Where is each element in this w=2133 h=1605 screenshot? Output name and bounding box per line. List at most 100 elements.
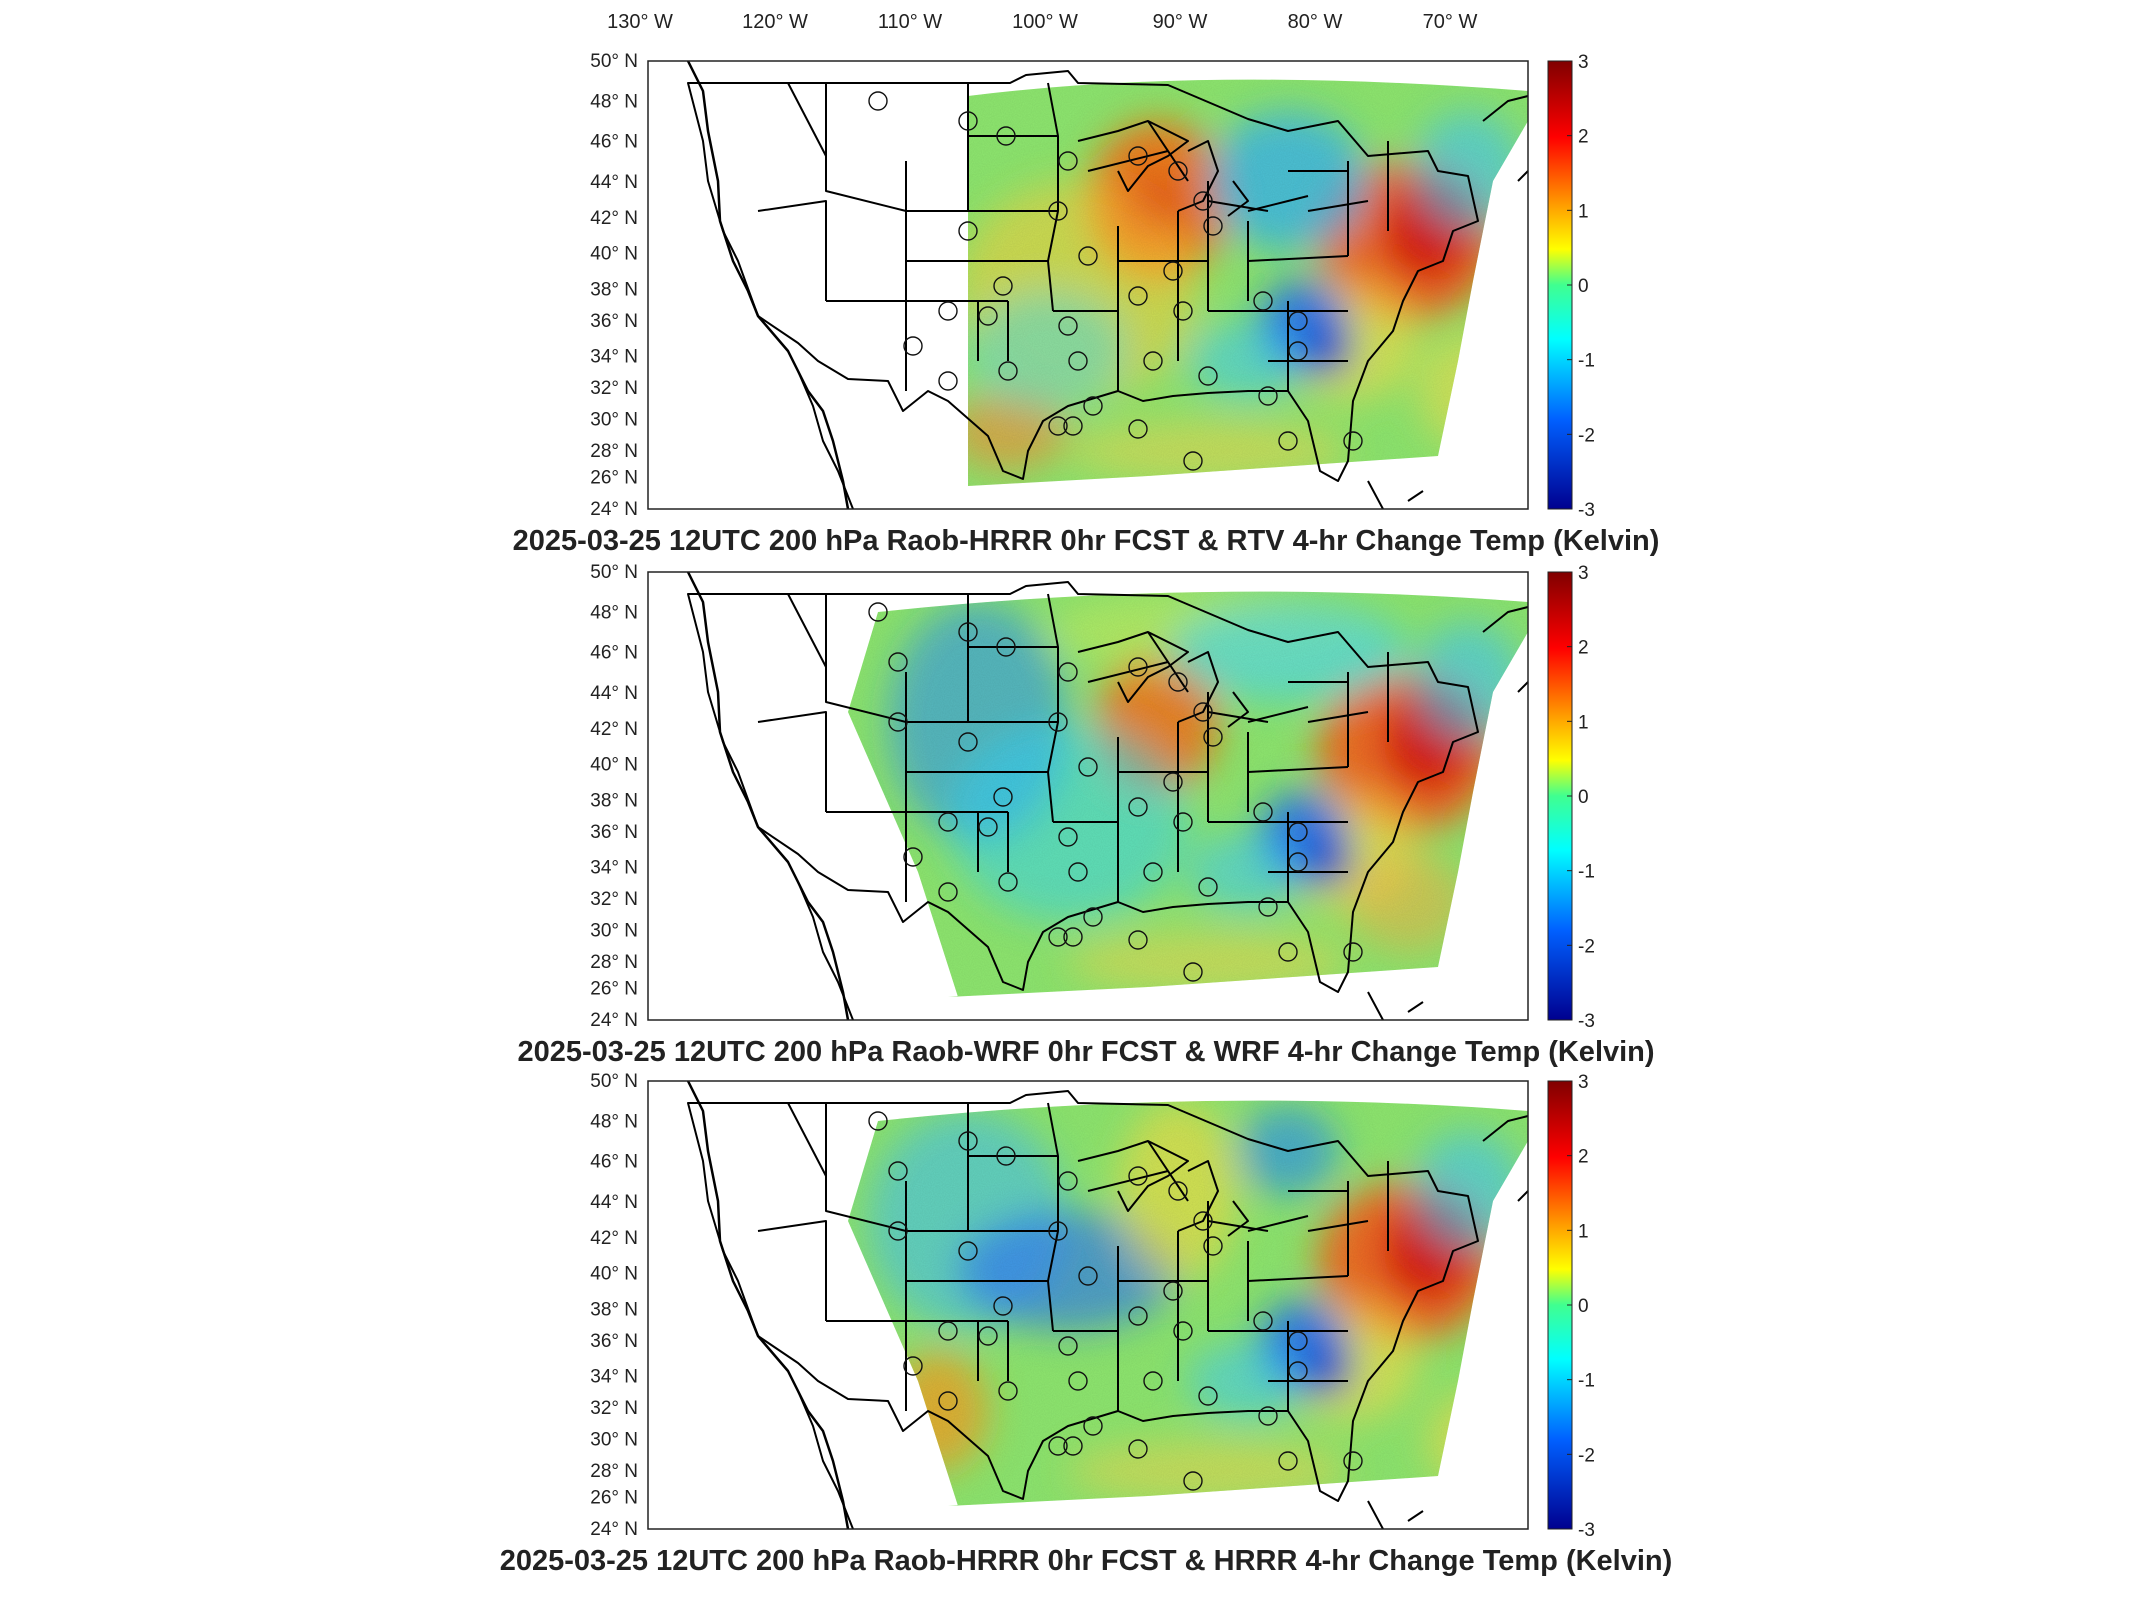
raob-station-marker: [1068, 862, 1088, 882]
lat-label: 32° N: [590, 378, 638, 399]
raob-station-marker: [1183, 451, 1203, 471]
raob-station-marker: [1258, 897, 1278, 917]
panel-title: 2025-03-25 12UTC 200 hPa Raob-HRRR 0hr F…: [500, 1545, 1673, 1577]
lat-label: 26° N: [590, 468, 638, 489]
colorbar-tick-label: 3: [1578, 1072, 1589, 1093]
raob-station-marker: [993, 276, 1013, 296]
raob-station-marker: [1173, 1321, 1193, 1341]
raob-station-marker: [1128, 797, 1148, 817]
raob-station-marker: [1183, 1471, 1203, 1491]
raob-station-marker: [1288, 822, 1308, 842]
raob-station-marker: [1058, 1336, 1078, 1356]
raob-station-marker: [938, 301, 958, 321]
lat-label: 26° N: [590, 979, 638, 1000]
map-area: [647, 1080, 1529, 1530]
raob-stations: [868, 602, 1363, 982]
colorbar-tick-label: 1: [1578, 201, 1589, 222]
raob-station-marker: [1203, 727, 1223, 747]
colorbar-tick-label: 3: [1578, 52, 1589, 73]
raob-station-marker: [1343, 942, 1363, 962]
raob-station-marker: [958, 622, 978, 642]
state-boundaries: [686, 60, 1529, 510]
lat-label: 48° N: [590, 1111, 638, 1132]
raob-station-marker: [1078, 246, 1098, 266]
raob-station-marker: [888, 652, 908, 672]
lat-label: 42° N: [590, 719, 638, 740]
raob-station-marker: [1128, 146, 1148, 166]
raob-station-marker: [1143, 1371, 1163, 1391]
raob-station-marker: [996, 126, 1016, 146]
raob-station-marker: [1068, 1371, 1088, 1391]
raob-station-marker: [1143, 351, 1163, 371]
colorbar-tick-label: -3: [1578, 1520, 1595, 1541]
lat-label: 50° N: [590, 51, 638, 72]
colorbar-tick-label: 2: [1578, 638, 1589, 659]
lat-label: 50° N: [590, 1071, 638, 1092]
raob-station-marker: [1048, 201, 1068, 221]
lat-label: 48° N: [590, 91, 638, 112]
raob-station-marker: [1288, 341, 1308, 361]
raob-station-marker: [938, 1391, 958, 1411]
raob-station-marker: [1343, 1451, 1363, 1471]
raob-station-marker: [996, 637, 1016, 657]
raob-station-marker: [1058, 316, 1078, 336]
raob-station-marker: [1288, 1331, 1308, 1351]
colorbar-tick-label: -2: [1578, 1445, 1595, 1466]
lat-label: 24° N: [590, 499, 638, 520]
raob-station-marker: [1063, 1436, 1083, 1456]
raob-station-marker: [978, 1326, 998, 1346]
raob-station-marker: [1173, 301, 1193, 321]
raob-station-marker: [993, 787, 1013, 807]
raob-station-marker: [1288, 1361, 1308, 1381]
raob-station-marker: [1278, 431, 1298, 451]
raob-station-marker: [996, 1146, 1016, 1166]
lat-label: 38° N: [590, 1299, 638, 1320]
raob-stations: [868, 91, 1363, 471]
raob-station-marker: [1288, 311, 1308, 331]
colorbar-tick-label: -1: [1578, 1371, 1595, 1392]
raob-station-marker: [868, 1111, 888, 1131]
lat-label: 42° N: [590, 1228, 638, 1249]
colorbar-tick-label: 0: [1578, 787, 1589, 808]
map-panel: 50° N 48° N 46° N 44° N 42° N 40° N 38° N 36° N…: [513, 51, 1660, 557]
colorbar-tick-label: 3: [1578, 563, 1589, 584]
raob-station-marker: [1063, 416, 1083, 436]
lat-label: 32° N: [590, 889, 638, 910]
colorbar-tick-label: 0: [1578, 1296, 1589, 1317]
raob-station-marker: [1163, 772, 1183, 792]
raob-station-marker: [1253, 291, 1273, 311]
raob-station-marker: [1068, 351, 1088, 371]
raob-station-marker: [1143, 862, 1163, 882]
raob-station-marker: [1048, 927, 1068, 947]
colorbar-tick-label: -2: [1578, 936, 1595, 957]
raob-station-marker: [1083, 907, 1103, 927]
raob-station-marker: [1198, 366, 1218, 386]
raob-station-marker: [1258, 386, 1278, 406]
raob-station-marker: [958, 1131, 978, 1151]
raob-station-marker: [1128, 286, 1148, 306]
colorbar-tick-label: -1: [1578, 351, 1595, 372]
raob-station-marker: [938, 371, 958, 391]
map-frame: [647, 571, 1529, 1021]
raob-station-marker: [998, 1381, 1018, 1401]
raob-station-marker: [1083, 396, 1103, 416]
lat-label: 44° N: [590, 172, 638, 193]
raob-station-marker: [1173, 812, 1193, 832]
raob-station-marker: [958, 221, 978, 241]
lat-label: 24° N: [590, 1010, 638, 1031]
colorbar-tick-label: -3: [1578, 1011, 1595, 1032]
state-boundaries: [686, 571, 1529, 1021]
lat-label: 36° N: [590, 311, 638, 332]
raob-station-marker: [993, 1296, 1013, 1316]
raob-station-marker: [1128, 930, 1148, 950]
map-panel: 50° N 48° N 46° N 44° N 42° N 40° N 38° N 36° N…: [517, 562, 1654, 1068]
lat-label: 44° N: [590, 1192, 638, 1213]
latitude-labels: 50° N 48° N 46° N 44° N 42° N 40° N 38° N 36° N…: [590, 1071, 638, 1540]
raob-station-marker: [888, 1221, 908, 1241]
raob-station-marker: [1128, 1439, 1148, 1459]
raob-station-marker: [1343, 431, 1363, 451]
lon-label: 90° W: [1153, 11, 1208, 33]
raob-station-marker: [888, 1161, 908, 1181]
raob-station-marker: [1058, 1171, 1078, 1191]
raob-station-marker: [1128, 419, 1148, 439]
